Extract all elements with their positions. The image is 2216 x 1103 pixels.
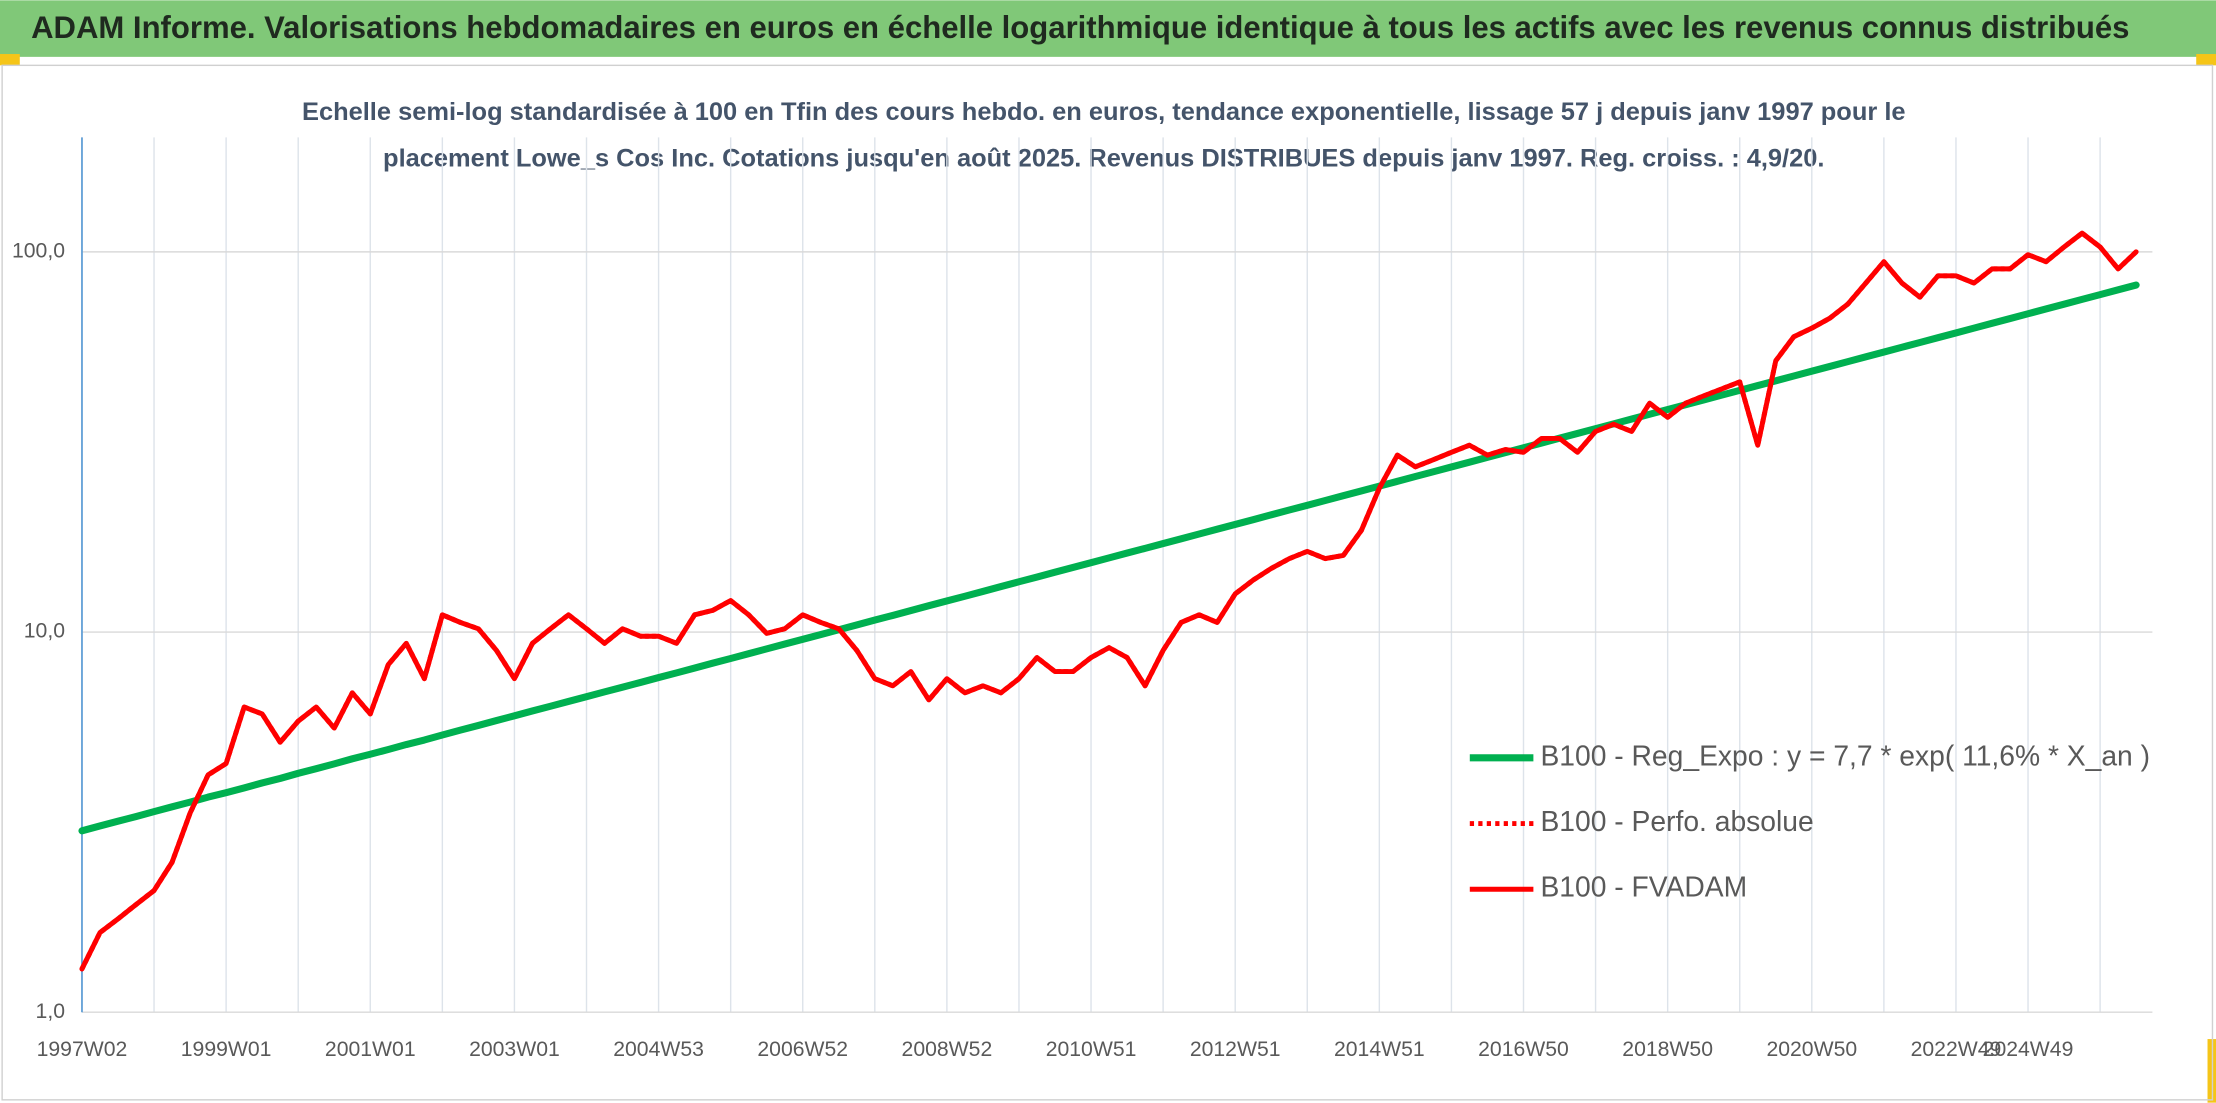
x-tick-label: 2016W50 — [1478, 1038, 1569, 1061]
plot-lines — [78, 230, 2140, 972]
legend-label: B100 - Reg_Expo : y = 7,7 * exp( 11,6% *… — [1540, 739, 2150, 771]
x-tick-label: 2014W51 — [1334, 1038, 1425, 1061]
corner-mark — [0, 54, 20, 66]
legend-label: B100 - FVADAM — [1540, 871, 1747, 903]
legend: B100 - Reg_Expo : y = 7,7 * exp( 11,6% *… — [1469, 739, 2150, 903]
y-tick-label: 10,0 — [24, 620, 65, 643]
x-tick-label: 2012W51 — [1190, 1038, 1281, 1061]
header-bar — [0, 0, 2216, 57]
x-tick-label: 2018W50 — [1622, 1038, 1713, 1061]
x-tick-label: 2001W01 — [325, 1038, 416, 1061]
y-tick-label: 100,0 — [12, 239, 65, 262]
legend-label: B100 - Perfo. absolue — [1540, 805, 1813, 837]
x-tick-label: 1999W01 — [181, 1038, 272, 1061]
chart-subtitle: placement Lowe_s Cos Inc. Cotations jusq… — [383, 145, 1824, 173]
chart-subtitle: Echelle semi-log standardisée à 100 en T… — [302, 98, 1906, 126]
grid: 1997W02 1999W01 2001W01 2003W01 2004W53 2006W… — [12, 137, 2153, 1061]
corner-mark — [2196, 54, 2216, 66]
x-tick-label: 1997W02 — [37, 1038, 128, 1061]
chart-border — [1, 64, 2214, 1101]
x-tick-label: 2022W49 — [1911, 1038, 2002, 1061]
x-tick-label: 2004W53 — [613, 1038, 704, 1061]
x-tick-label: 2010W51 — [1046, 1038, 1137, 1061]
x-tick-label: 2006W52 — [757, 1038, 848, 1061]
series-line — [78, 281, 2140, 835]
y-tick-label: 1,0 — [36, 1000, 65, 1023]
x-tick-label: 2020W50 — [1766, 1038, 1857, 1061]
x-tick-label: 2024W49 — [1983, 1038, 2074, 1061]
chart-title: ADAM Informe. Valorisations hebdomadaire… — [31, 10, 2129, 45]
series-line — [79, 230, 2139, 972]
x-tick-label: 2003W01 — [469, 1038, 560, 1061]
x-tick-label: 2008W52 — [902, 1038, 993, 1061]
